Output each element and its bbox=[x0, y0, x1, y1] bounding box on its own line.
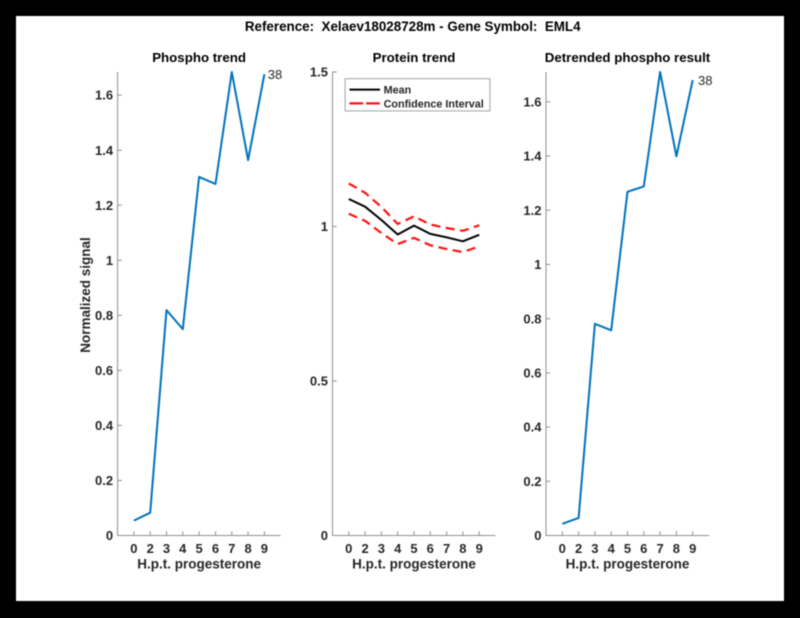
svg-text:Mean: Mean bbox=[384, 85, 412, 97]
svg-text:4: 4 bbox=[608, 541, 616, 556]
svg-text:1: 1 bbox=[106, 253, 113, 268]
svg-text:H.p.t. progesterone: H.p.t. progesterone bbox=[137, 557, 261, 572]
svg-text:2: 2 bbox=[575, 541, 582, 556]
svg-text:9: 9 bbox=[476, 541, 483, 556]
svg-text:Detrended phospho result: Detrended phospho result bbox=[545, 50, 711, 65]
svg-text:0.4: 0.4 bbox=[523, 420, 542, 435]
svg-text:6: 6 bbox=[427, 541, 434, 556]
svg-text:1: 1 bbox=[321, 219, 328, 234]
svg-text:38: 38 bbox=[268, 67, 282, 82]
svg-text:0.8: 0.8 bbox=[95, 308, 113, 323]
svg-text:Reference: Xelaev18028728m -: Reference: Xelaev18028728m - Gene Symbol… bbox=[245, 19, 581, 34]
svg-text:0: 0 bbox=[534, 528, 541, 543]
svg-text:38: 38 bbox=[698, 73, 712, 88]
svg-text:Confidence Interval: Confidence Interval bbox=[384, 98, 484, 110]
svg-text:5: 5 bbox=[624, 541, 631, 556]
svg-text:2: 2 bbox=[361, 541, 368, 556]
svg-text:0: 0 bbox=[559, 541, 566, 556]
svg-text:1.2: 1.2 bbox=[523, 203, 541, 218]
svg-text:0.8: 0.8 bbox=[523, 311, 541, 326]
svg-text:0.6: 0.6 bbox=[523, 366, 541, 381]
svg-text:0.2: 0.2 bbox=[95, 473, 113, 488]
svg-text:1: 1 bbox=[534, 257, 541, 272]
svg-text:7: 7 bbox=[228, 541, 235, 556]
svg-text:1.4: 1.4 bbox=[95, 143, 114, 158]
svg-text:2: 2 bbox=[147, 541, 154, 556]
svg-text:1.4: 1.4 bbox=[523, 149, 542, 164]
svg-text:Phospho trend: Phospho trend bbox=[152, 50, 246, 65]
svg-text:5: 5 bbox=[410, 541, 417, 556]
svg-text:1.2: 1.2 bbox=[95, 198, 113, 213]
svg-text:8: 8 bbox=[459, 541, 466, 556]
svg-text:0.5: 0.5 bbox=[310, 374, 328, 389]
svg-text:1.5: 1.5 bbox=[310, 65, 328, 80]
svg-text:3: 3 bbox=[163, 541, 170, 556]
svg-text:0: 0 bbox=[321, 528, 328, 543]
svg-text:0.6: 0.6 bbox=[95, 363, 113, 378]
svg-text:9: 9 bbox=[261, 541, 268, 556]
svg-text:H.p.t. progesterone: H.p.t. progesterone bbox=[352, 557, 476, 572]
svg-text:8: 8 bbox=[244, 541, 251, 556]
svg-text:7: 7 bbox=[443, 541, 450, 556]
svg-text:1.6: 1.6 bbox=[95, 88, 113, 103]
svg-text:0.4: 0.4 bbox=[95, 418, 114, 433]
svg-text:5: 5 bbox=[195, 541, 202, 556]
svg-text:4: 4 bbox=[179, 541, 187, 556]
svg-text:6: 6 bbox=[212, 541, 219, 556]
svg-text:0: 0 bbox=[345, 541, 352, 556]
svg-text:H.p.t. progesterone: H.p.t. progesterone bbox=[566, 557, 690, 572]
svg-text:3: 3 bbox=[378, 541, 385, 556]
svg-text:0: 0 bbox=[130, 541, 137, 556]
svg-text:0: 0 bbox=[106, 528, 113, 543]
svg-text:7: 7 bbox=[656, 541, 663, 556]
svg-text:4: 4 bbox=[394, 541, 402, 556]
svg-text:6: 6 bbox=[640, 541, 647, 556]
svg-text:1.6: 1.6 bbox=[523, 94, 541, 109]
svg-text:3: 3 bbox=[591, 541, 598, 556]
svg-text:9: 9 bbox=[689, 541, 696, 556]
svg-text:8: 8 bbox=[673, 541, 680, 556]
svg-text:Normalized signal: Normalized signal bbox=[78, 237, 93, 353]
svg-text:0.2: 0.2 bbox=[523, 474, 541, 489]
svg-text:Protein trend: Protein trend bbox=[373, 50, 456, 65]
